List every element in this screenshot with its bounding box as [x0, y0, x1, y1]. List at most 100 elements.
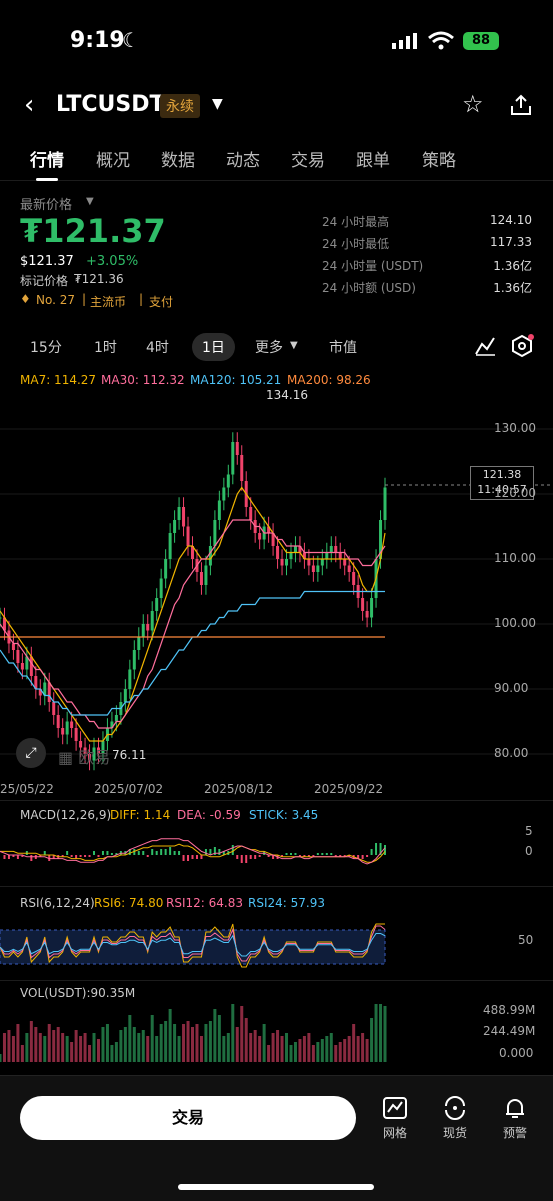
- timeframe-1d[interactable]: 1日: [192, 333, 235, 361]
- macd-bar: [164, 849, 167, 855]
- timeframe-15m[interactable]: 15分: [30, 340, 62, 356]
- candle-body: [267, 526, 271, 533]
- tag-payment[interactable]: 支付: [149, 295, 174, 309]
- tab-copy[interactable]: 跟单: [356, 151, 390, 171]
- spot-label: 现货: [442, 1126, 467, 1140]
- tag-mainstream[interactable]: 主流币: [90, 295, 127, 309]
- candle-body: [298, 546, 302, 553]
- volume-bar: [96, 1039, 100, 1062]
- tab-overview[interactable]: 概况: [96, 151, 130, 171]
- candle-body: [47, 682, 51, 702]
- alert-button[interactable]: 预警: [490, 1096, 540, 1141]
- fullscreen-button[interactable]: ⤢: [16, 738, 46, 768]
- settings-icon[interactable]: [510, 334, 534, 358]
- price-label[interactable]: 最新价格: [20, 198, 73, 213]
- volume-bar: [204, 1024, 208, 1062]
- ma-legend-ma30: MA30: 112.32: [101, 373, 185, 387]
- grid-label: 网格: [382, 1126, 407, 1140]
- volume-bar: [293, 1042, 297, 1062]
- volume-bar: [195, 1024, 199, 1062]
- candle-body: [56, 715, 60, 728]
- candle-body: [150, 611, 154, 631]
- candle-body: [217, 500, 221, 520]
- timeframe-more[interactable]: 更多: [255, 340, 283, 356]
- alert-label: 预警: [502, 1126, 527, 1140]
- macd-dea: DEA: -0.59: [177, 808, 241, 822]
- volume-bar: [119, 1030, 123, 1062]
- perpetual-badge: 永续: [160, 94, 200, 118]
- candle-body: [316, 565, 320, 572]
- symbol-title[interactable]: LTCUSDT: [56, 92, 165, 117]
- share-icon[interactable]: [509, 93, 533, 117]
- macd-bar: [155, 851, 158, 855]
- tab-news[interactable]: 动态: [226, 151, 260, 171]
- volume-bar: [311, 1045, 315, 1062]
- macd-bar: [339, 855, 342, 857]
- macd-bar: [48, 855, 51, 861]
- volume-bar: [253, 1030, 257, 1062]
- volume-bar: [123, 1027, 127, 1062]
- fire-icon: ♦: [20, 292, 31, 306]
- x-tick: 25/05/22: [0, 782, 54, 796]
- macd-bar: [330, 853, 333, 855]
- candle-body: [88, 754, 92, 761]
- rsi-tick: 50: [518, 933, 534, 947]
- volume-bar: [173, 1024, 177, 1062]
- stat-label: 24 小时量 (USDT): [322, 259, 424, 273]
- vol-tick: 488.99M: [483, 1003, 536, 1017]
- tab-trade[interactable]: 交易: [291, 151, 325, 171]
- volume-bar: [226, 1033, 230, 1062]
- macd-bar: [321, 853, 324, 855]
- timeframe-marketcap[interactable]: 市值: [329, 340, 357, 356]
- tab-bar: 行情 概况 数据 动态 交易 跟单 策略: [0, 140, 553, 181]
- x-tick: 2025/08/12: [204, 782, 274, 796]
- volume-bar: [343, 1039, 347, 1062]
- volume-bar: [347, 1036, 351, 1062]
- star-icon[interactable]: ☆: [462, 90, 484, 118]
- rsi24-value: RSI24: 57.93: [248, 896, 325, 910]
- volume-chart: [0, 1004, 387, 1062]
- candle-body: [0, 617, 2, 619]
- macd-bar: [3, 855, 6, 859]
- tab-strategy[interactable]: 策略: [422, 151, 456, 171]
- indicator-icon[interactable]: [474, 336, 496, 356]
- tab-market[interactable]: 行情: [30, 146, 64, 181]
- volume-bar: [267, 1045, 271, 1062]
- candle-body: [74, 728, 78, 741]
- candle-body: [114, 715, 118, 722]
- volume-bar: [370, 1018, 374, 1062]
- macd-label: MACD(12,26,9): [20, 808, 112, 822]
- volume-bar: [34, 1027, 38, 1062]
- grid-button[interactable]: 网格: [370, 1096, 420, 1141]
- volume-bar: [92, 1033, 96, 1062]
- moon-icon: ☾: [122, 28, 140, 52]
- candle-body: [137, 637, 141, 650]
- back-icon[interactable]: ‹: [24, 90, 35, 120]
- stat-value: 124.10: [490, 213, 532, 227]
- volume-bar: [186, 1021, 190, 1062]
- last-price-tag: 121.38: [482, 468, 522, 481]
- macd-bar: [325, 853, 328, 855]
- candle-body: [347, 565, 351, 572]
- spot-button[interactable]: 现货: [430, 1096, 480, 1141]
- volume-bar: [244, 1018, 248, 1062]
- macd-bar: [298, 855, 301, 857]
- macd-bar: [334, 855, 337, 857]
- stat-value: 117.33: [490, 235, 532, 249]
- candle-body: [307, 559, 311, 566]
- macd-bar: [43, 851, 46, 855]
- candle-body: [159, 578, 163, 598]
- usd-price: $121.37: [20, 254, 74, 269]
- volume-bar: [168, 1009, 172, 1062]
- battery-indicator: 88: [463, 32, 499, 50]
- rsi-label: RSI(6,12,24): [20, 896, 95, 910]
- trade-button[interactable]: 交易: [20, 1096, 356, 1140]
- ma120-line: [0, 590, 385, 716]
- tab-data[interactable]: 数据: [161, 151, 195, 171]
- wifi-icon: [428, 31, 454, 50]
- chevron-down-icon[interactable]: ▼: [212, 96, 223, 112]
- timeframe-1h[interactable]: 1时: [94, 340, 117, 356]
- price-chart[interactable]: [0, 390, 553, 780]
- timeframe-4h[interactable]: 4时: [146, 340, 169, 356]
- watermark-logo: ▦ 欧易: [58, 748, 111, 767]
